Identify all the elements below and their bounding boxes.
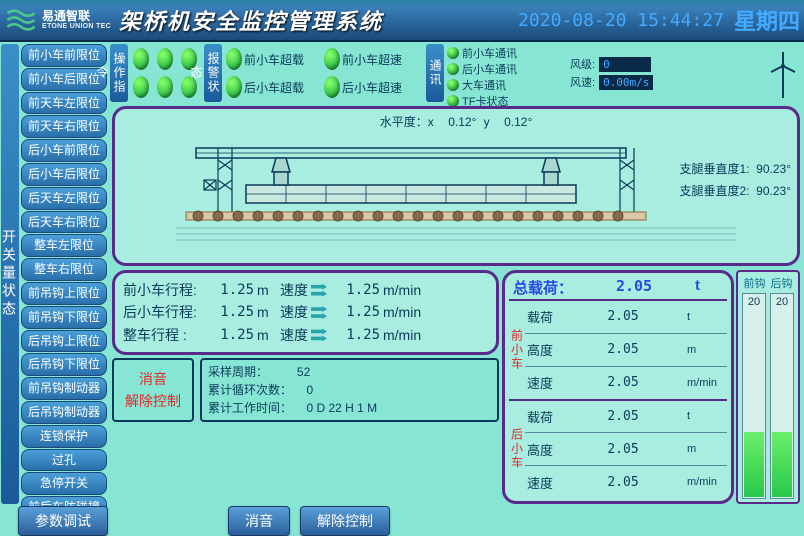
weekday: 星期四 [734,4,800,36]
alarm-led [324,76,340,98]
alarm-text: 前小车超速 [342,51,420,68]
travel-row: 前小车行程:1.25m速度1.25m/min [123,279,488,301]
cmd-led [157,48,173,70]
travel-row: 整车行程 :1.25m速度1.25m/min [123,324,488,346]
footer-bar: 参数调试 消音 解除控制 [0,506,804,536]
release-control-button[interactable]: 解除控制 [300,506,390,536]
mute-button[interactable]: 消音 [228,506,290,536]
switch-item[interactable]: 整车右限位 [21,258,107,281]
cmd-led [157,76,173,98]
switch-item[interactable]: 后天车左限位 [21,187,107,210]
front-hook-label: 前钩 [744,275,766,291]
param-debug-button[interactable]: 参数调试 [18,506,108,536]
cmd-label: 操作指令 [110,44,128,102]
alarm-label: 报警状态 [204,44,222,102]
switch-item[interactable]: 后小车前限位 [21,139,107,162]
travel-box: 前小车行程:1.25m速度1.25m/min后小车行程:1.25m速度1.25m… [112,270,499,355]
wind-level-label: 风级: [570,56,595,72]
alarm-led [226,76,242,98]
switch-item[interactable]: 前天车左限位 [21,92,107,115]
load-row: 载荷2.05t [525,301,727,334]
switch-item[interactable]: 整车左限位 [21,234,107,257]
switch-item[interactable]: 后吊钩制动器 [21,401,107,424]
total-load-unit: t [695,277,723,298]
comm-label: 通讯 [426,44,444,102]
total-load-val: 2.05 [573,277,695,298]
switch-item[interactable]: 前吊钩上限位 [21,282,107,305]
switch-item[interactable]: 后小车后限位 [21,163,107,186]
comm-text: 大车通讯 [462,77,563,93]
switch-item[interactable]: 后吊钩下限位 [21,353,107,376]
header-bar: 易通智联 ETONE UNION TEC 架桥机安全监控管理系统 2020-08… [0,0,804,42]
comm-text: 后小车通讯 [462,61,563,77]
wind-level-val: 0 [599,57,651,72]
leg-readings: 支腿垂直度1: 90.23° 支腿垂直度2: 90.23° [679,159,791,202]
alarm-led [324,48,340,70]
brand-text: 易通智联 ETONE UNION TEC [42,10,111,31]
load-box: 总载荷： 2.05 t 前小车 载荷2.05t高度2.05m速度2.05m/mi… [502,270,734,504]
windmill-icon [766,46,800,100]
switch-item[interactable]: 过孔 [21,449,107,472]
load-row: 高度2.05m [525,334,727,367]
wind-speed-val: 0.00m/s [599,75,653,90]
load-row: 载荷2.05t [525,401,727,434]
comm-text: 前小车通讯 [462,45,563,61]
comm-led [447,47,459,59]
alarm-text: 前小车超载 [244,51,322,68]
mute-text: 消音 [120,369,186,389]
alarm-text: 后小车超载 [244,79,322,96]
level-reading: 水平度：x 0.12° y 0.12° [119,113,793,130]
mute-indicator-box: 消音 解除控制 [112,358,194,422]
load-row: 高度2.05m [525,433,727,466]
brand-cn: 易通智联 [42,10,111,23]
rear-hook-label: 后钩 [771,275,793,291]
datetime: 2020-08-20 15:44:27 [518,10,724,31]
bridge-diagram: 水平度：x 0.12° y 0.12° [112,106,800,266]
hooks-box: 前钩 后钩 20 20 [736,270,800,504]
switch-item[interactable]: 后天车右限位 [21,211,107,234]
total-load-label: 总载荷： [513,277,573,298]
cmd-led [133,76,149,98]
comm-led [447,63,459,75]
front-car-label: 前小车 [509,301,525,399]
switch-item[interactable]: 连锁保护 [21,425,107,448]
switch-item[interactable]: 后吊钩上限位 [21,330,107,353]
alarm-led [226,48,242,70]
switch-panel-label: 开关量状态 [1,44,19,504]
page-title: 架桥机安全监控管理系统 [119,4,518,36]
switch-item[interactable]: 前天车右限位 [21,115,107,138]
switch-item[interactable]: 前小车前限位 [21,44,107,67]
switch-item[interactable]: 急停开关 [21,472,107,495]
brand-en: ETONE UNION TEC [42,23,111,31]
switch-list: 前小车前限位前小车后限位前天车左限位前天车右限位后小车前限位后小车后限位后天车左… [20,42,108,506]
load-row: 速度2.05m/min [525,466,727,498]
stats-box: 采样周期： 52 累计循环次数： 0 累计工作时间： 0 D 22 H 1 M [200,358,499,422]
wind-panel: 风级: 0 风速: 0.00m/s [568,44,802,102]
load-row: 速度2.05m/min [525,367,727,399]
wind-speed-label: 风速: [570,74,595,90]
switch-item[interactable]: 前吊钩制动器 [21,377,107,400]
alarm-text: 后小车超速 [342,79,420,96]
comm-panel: 通讯 前小车通讯 后小车通讯 大车通讯 TF卡状态 [426,44,566,102]
front-hook-bar: 20 [742,293,766,499]
alarm-panel: 报警状态 前小车超载 前小车超速 后小车超载 后小车超速 [204,44,424,102]
switch-item[interactable]: 前吊钩下限位 [21,306,107,329]
travel-row: 后小车行程:1.25m速度1.25m/min [123,301,488,323]
release-text: 解除控制 [120,391,186,411]
rear-car-label: 后小车 [509,401,525,499]
comm-led [447,79,459,91]
brand-logo [4,6,38,34]
rear-hook-bar: 20 [770,293,794,499]
cmd-led [133,48,149,70]
